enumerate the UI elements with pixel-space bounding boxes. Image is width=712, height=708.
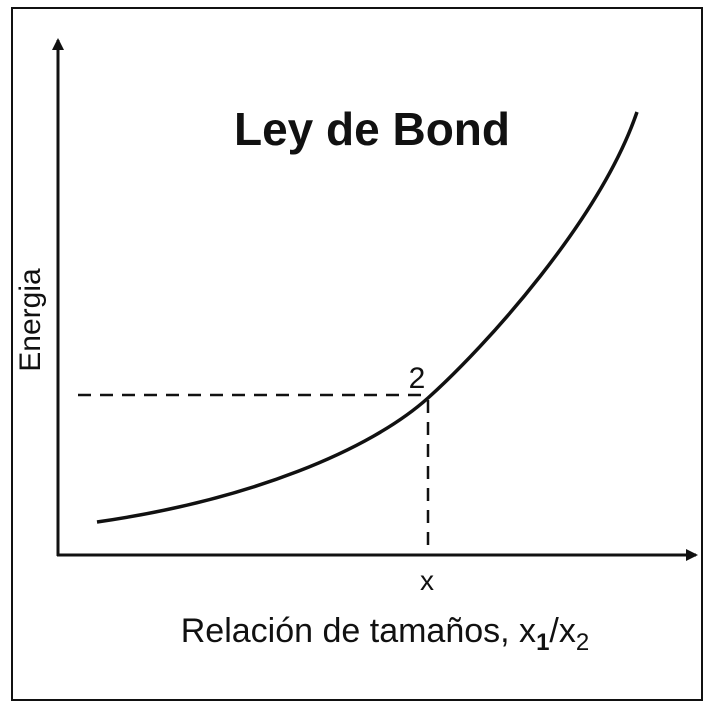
frame [11,7,703,701]
x-axis-label-sub: 2 [576,629,589,656]
y-axis-label: Energia [14,268,47,372]
x-axis-label-part: /x [549,612,575,650]
x-axis-label-part: Relación de tamaños, x [181,612,536,650]
x-marker-label: x [420,565,434,596]
curve [96,111,639,524]
x-axis-label: Relación de tamaños, x1/x2 [181,612,589,656]
x-axis-label-sub: 1 [536,629,549,656]
title: Ley de Bond [234,103,510,155]
point-label: 2 [409,362,426,395]
